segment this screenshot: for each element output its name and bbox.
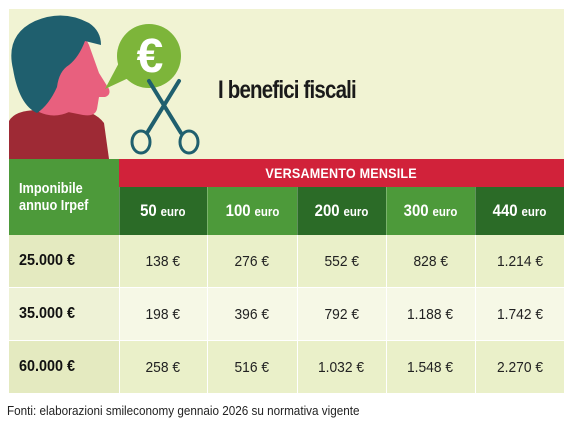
benefit-cell: 2.270 €: [474, 340, 565, 394]
table-row: 60.000 € 258 € 516 € 1.032 € 1.548 € 2.2…: [9, 340, 565, 394]
income-header-line2: annuo Irpef: [19, 197, 89, 214]
column-amount: 440: [492, 201, 518, 220]
benefit-cell: 396 €: [206, 287, 297, 341]
svg-text:€: €: [137, 30, 164, 83]
benefit-cell: 1.548 €: [385, 340, 475, 394]
benefit-value: 1.214 €: [496, 252, 543, 270]
monthly-payment-group-header: VERSAMENTO MENSILE: [119, 159, 565, 187]
page-title: I benefici fiscali: [218, 76, 357, 104]
column-amount: 50: [140, 201, 157, 220]
column-unit: euro: [521, 204, 547, 219]
benefit-cell: 198 €: [118, 287, 207, 341]
header-panel: € I benefici fiscali: [9, 9, 564, 159]
benefit-value: 138 €: [145, 252, 181, 270]
benefit-value: 198 €: [145, 305, 181, 323]
benefit-value: 1.188 €: [407, 305, 454, 323]
benefit-cell: 276 €: [206, 235, 297, 288]
benefit-cell: 516 €: [206, 340, 297, 394]
benefit-value: 276 €: [234, 252, 270, 270]
column-unit: euro: [254, 204, 279, 219]
benefit-value: 792 €: [324, 305, 359, 323]
column-header-200: 200 euro: [296, 187, 386, 235]
income-cell: 25.000 €: [9, 235, 119, 288]
column-unit: euro: [343, 204, 369, 219]
column-header-100: 100 euro: [206, 187, 297, 235]
benefit-cell: 1.188 €: [385, 287, 475, 341]
header-illustration: €: [9, 15, 200, 159]
column-header-440: 440 euro: [474, 187, 565, 235]
benefit-cell: 552 €: [296, 235, 386, 288]
benefit-cell: 1.742 €: [474, 287, 565, 341]
benefit-value: 1.548 €: [407, 358, 454, 376]
benefit-value: 396 €: [234, 305, 270, 323]
benefit-value: 1.742 €: [496, 305, 543, 323]
column-unit: euro: [432, 204, 458, 219]
person-profile-icon: [9, 15, 110, 159]
scissors-icon: [130, 79, 200, 155]
income-cell: 35.000 €: [9, 287, 119, 341]
benefits-table: Imponibile annuo Irpef VERSAMENTO MENSIL…: [9, 159, 565, 394]
column-amount: 200: [314, 201, 340, 220]
column-unit: euro: [160, 204, 186, 219]
income-value: 60.000 €: [19, 358, 76, 375]
benefit-value: 258 €: [145, 358, 181, 376]
source-note: Fonti: elaborazioni smileconomy gennaio …: [7, 403, 360, 418]
benefit-cell: 792 €: [296, 287, 386, 341]
column-header-300: 300 euro: [385, 187, 475, 235]
benefit-value: 516 €: [234, 358, 270, 376]
benefit-cell: 138 €: [118, 235, 207, 288]
table-row: 25.000 € 138 € 276 € 552 € 828 € 1.214 €: [9, 235, 565, 288]
benefit-cell: 258 €: [118, 340, 207, 394]
benefit-value: 1.032 €: [318, 358, 365, 376]
benefit-cell: 1.032 €: [296, 340, 386, 394]
income-value: 25.000 €: [19, 252, 76, 269]
income-header-line1: Imponibile: [19, 180, 83, 197]
income-value: 35.000 €: [19, 305, 76, 322]
table-row: 35.000 € 198 € 396 € 792 € 1.188 € 1.742…: [9, 287, 565, 341]
column-amount: 300: [403, 201, 429, 220]
euro-icon: €: [105, 24, 181, 89]
benefit-cell: 1.214 €: [474, 235, 565, 288]
benefit-cell: 828 €: [385, 235, 475, 288]
benefit-value: 828 €: [413, 252, 448, 270]
monthly-payment-group-label: VERSAMENTO MENSILE: [265, 165, 418, 181]
benefit-value: 2.270 €: [496, 358, 543, 376]
column-amount: 100: [225, 201, 251, 220]
income-column-header: Imponibile annuo Irpef: [9, 159, 119, 235]
benefit-value: 552 €: [324, 252, 359, 270]
column-header-50: 50 euro: [118, 187, 207, 235]
income-cell: 60.000 €: [9, 340, 119, 394]
